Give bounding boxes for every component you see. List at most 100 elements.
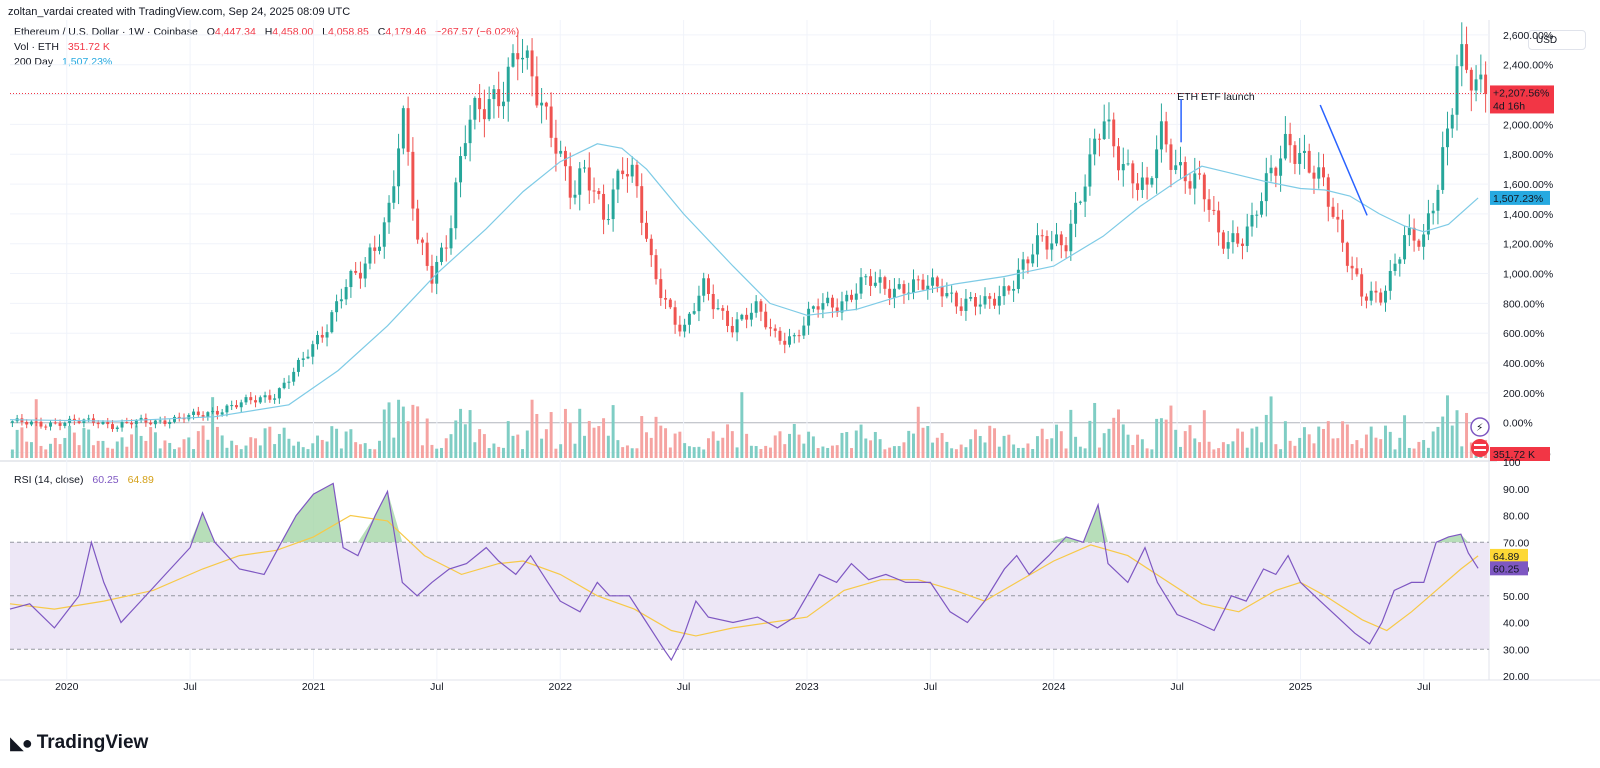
candle-body — [635, 164, 639, 187]
candle-body — [382, 222, 386, 247]
volume-bar — [220, 435, 224, 458]
candle-body — [645, 222, 648, 239]
candle-body — [711, 293, 715, 310]
volume-bar — [1064, 448, 1068, 458]
volume-bar — [535, 413, 539, 458]
candle-body — [659, 279, 663, 299]
volume-bar — [206, 439, 210, 458]
candle-body — [206, 412, 210, 417]
candle-body — [935, 277, 939, 287]
candle-body — [444, 247, 448, 249]
candle-body — [1369, 290, 1373, 301]
ohlc-close-label: C — [377, 26, 386, 38]
candle-body — [1240, 243, 1244, 246]
volume-bar — [349, 429, 353, 458]
volume-bar — [1174, 429, 1178, 458]
volume-bar — [211, 397, 215, 458]
candle-body — [29, 421, 33, 425]
volume-bar — [778, 431, 782, 458]
volume-bar — [406, 421, 410, 458]
candle-body — [44, 426, 48, 428]
candle-body — [678, 324, 682, 332]
volume-bar — [978, 435, 982, 458]
trendline[interactable] — [1319, 104, 1368, 216]
rsi-line[interactable] — [9, 482, 1479, 662]
volume-bar — [1083, 448, 1087, 458]
candle-body — [1403, 235, 1407, 260]
currency-selector[interactable]: USD — [1528, 30, 1586, 50]
volume-bar — [559, 444, 563, 458]
rsi-tag — [1490, 561, 1528, 576]
candle-body — [964, 298, 968, 311]
price-tick-label: 2,600.00% — [1503, 30, 1553, 42]
volume-bar — [459, 408, 463, 458]
volume-bar — [668, 447, 672, 458]
candle-body — [173, 416, 176, 422]
rsi-legend[interactable]: RSI (14, close) 60.25 64.89 — [14, 474, 154, 486]
candle-body — [72, 418, 76, 421]
candle-body — [1345, 242, 1349, 266]
volume-bar — [959, 444, 963, 458]
volume-bar — [1245, 447, 1249, 458]
candle-body — [325, 332, 329, 338]
volume-bar — [1136, 434, 1140, 458]
volume-bar — [249, 437, 253, 458]
volume-bar — [1164, 419, 1168, 458]
candle-body — [954, 292, 958, 307]
volume-bar — [1031, 449, 1035, 458]
candle-body — [497, 89, 501, 107]
volume-bar — [1183, 431, 1187, 458]
volume-bar — [501, 447, 505, 458]
volume-bar — [740, 392, 744, 458]
candle-body — [993, 298, 997, 306]
volume-bar — [72, 432, 76, 458]
volume-bar — [382, 409, 386, 458]
volume-bar — [826, 447, 830, 458]
candle-body — [344, 287, 348, 300]
candle-body — [1102, 121, 1106, 140]
candle-body — [730, 325, 734, 333]
flag-icon[interactable] — [1471, 439, 1489, 457]
volume-bar — [554, 448, 558, 458]
volume-bar — [311, 443, 315, 458]
candle-body — [797, 335, 801, 337]
volume-bar — [1121, 424, 1125, 458]
volume-bar — [482, 434, 486, 458]
volume-bar — [625, 445, 629, 458]
volume-bar — [1088, 420, 1092, 458]
volume-bar — [1403, 415, 1407, 458]
candle-body — [282, 382, 286, 389]
volume-bar — [134, 425, 138, 458]
volume-bar — [34, 399, 38, 458]
candle-body — [521, 57, 525, 60]
volume-bar — [1188, 425, 1192, 458]
lightning-icon[interactable] — [1470, 417, 1490, 437]
volume-bar — [1264, 414, 1268, 458]
volume-bar — [1007, 434, 1011, 458]
candle-body — [649, 238, 653, 256]
volume-bar — [239, 449, 243, 458]
volume-bar — [912, 433, 915, 458]
candle-body — [1117, 146, 1120, 171]
candle-body — [687, 313, 691, 325]
candle-body — [1279, 158, 1283, 176]
volume-legend[interactable]: Vol · ETH 351.72 K — [14, 41, 110, 53]
volume-bar — [1364, 434, 1368, 458]
volume-bar — [325, 441, 329, 458]
candle-body — [1398, 259, 1402, 264]
volume-bar — [673, 433, 677, 458]
ma-200-line[interactable] — [9, 143, 1479, 422]
volume-bar — [721, 437, 725, 458]
candle-body — [1083, 186, 1087, 202]
volume-bar — [549, 412, 553, 458]
candle-body — [1031, 254, 1035, 264]
candle-body — [1097, 138, 1101, 140]
candle-body — [1121, 164, 1125, 171]
volume-bar — [540, 438, 544, 458]
candle-body — [406, 108, 410, 152]
volume-bar — [659, 425, 663, 458]
volume-bar — [1250, 428, 1254, 458]
rsi-value: 60.25 — [92, 474, 119, 486]
candle-body — [1407, 227, 1411, 236]
